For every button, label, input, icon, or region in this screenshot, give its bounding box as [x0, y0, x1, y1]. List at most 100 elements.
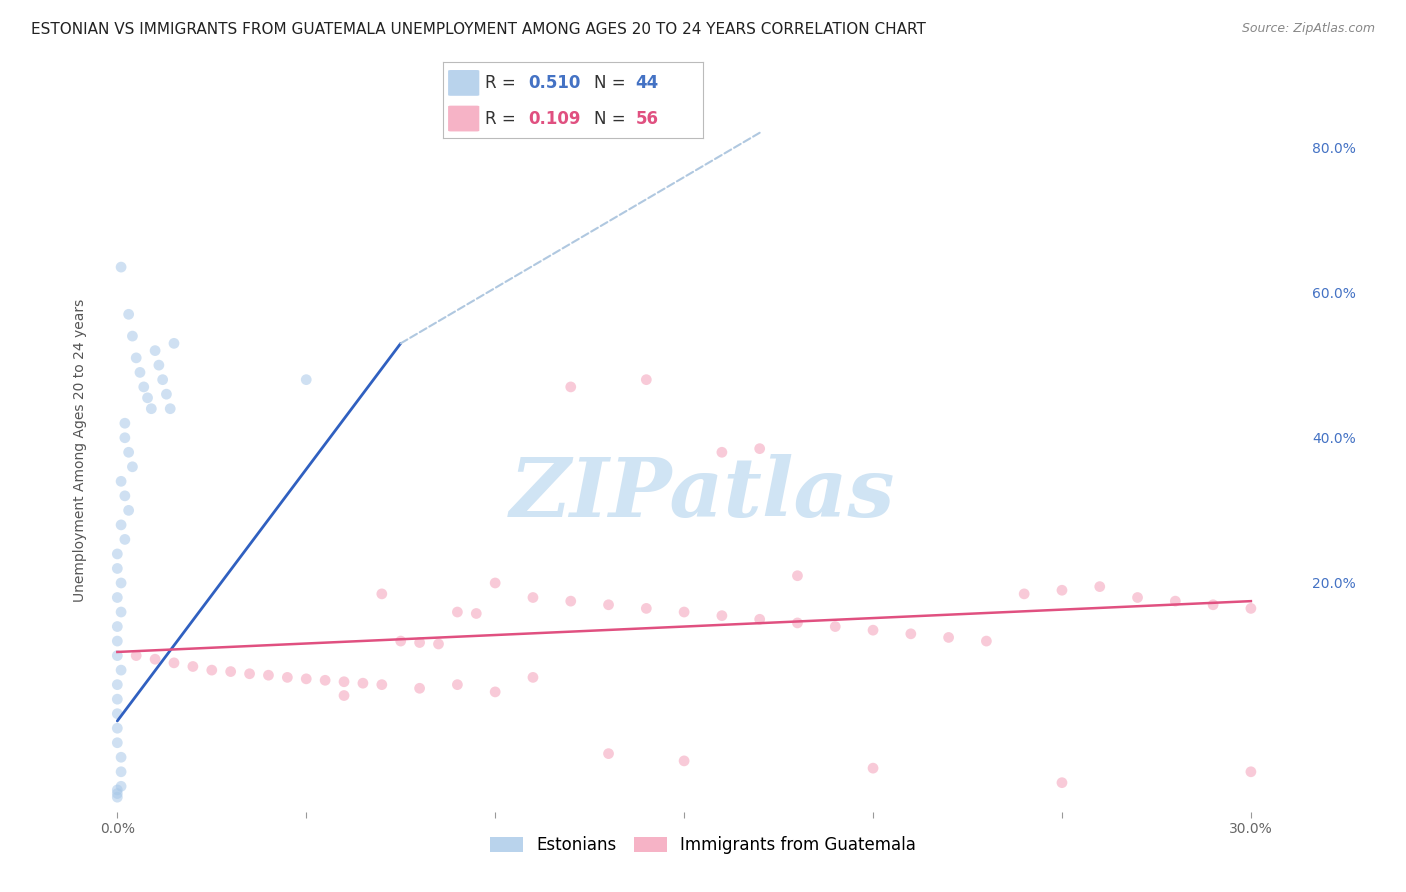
Point	[446, 678, 468, 692]
Text: 0.109: 0.109	[529, 110, 581, 128]
Point	[560, 594, 582, 608]
Point	[155, 387, 177, 401]
Point	[673, 754, 696, 768]
Point	[105, 619, 128, 633]
Point	[110, 517, 132, 532]
Point	[786, 568, 808, 582]
Point	[105, 678, 128, 692]
Point	[938, 631, 960, 645]
Point	[560, 380, 582, 394]
Point	[110, 780, 132, 794]
Point	[862, 623, 884, 637]
Point	[333, 674, 356, 689]
Point	[105, 634, 128, 648]
Point	[105, 648, 128, 663]
Text: 44: 44	[636, 74, 658, 92]
Point	[295, 373, 318, 387]
Point	[105, 790, 128, 805]
Text: ESTONIAN VS IMMIGRANTS FROM GUATEMALA UNEMPLOYMENT AMONG AGES 20 TO 24 YEARS COR: ESTONIAN VS IMMIGRANTS FROM GUATEMALA UN…	[31, 22, 925, 37]
Point	[748, 442, 770, 456]
Point	[673, 605, 696, 619]
Point	[786, 615, 808, 630]
Text: 56: 56	[636, 110, 658, 128]
Point	[105, 692, 128, 706]
Point	[163, 656, 186, 670]
Text: Source: ZipAtlas.com: Source: ZipAtlas.com	[1241, 22, 1375, 36]
Point	[352, 676, 374, 690]
Point	[105, 561, 128, 575]
Point	[159, 401, 181, 416]
Point	[1050, 583, 1073, 598]
Point	[125, 351, 148, 365]
Point	[1088, 580, 1111, 594]
Point	[333, 689, 356, 703]
Point	[1202, 598, 1225, 612]
Point	[110, 605, 132, 619]
Point	[105, 783, 128, 797]
Point	[114, 431, 136, 445]
Point	[1240, 764, 1263, 779]
Point	[257, 668, 280, 682]
Point	[121, 329, 143, 343]
Point	[295, 672, 318, 686]
Point	[710, 445, 733, 459]
FancyBboxPatch shape	[449, 70, 479, 95]
Point	[408, 635, 430, 649]
Text: R =: R =	[485, 74, 520, 92]
Point	[748, 612, 770, 626]
Text: ZIPatlas: ZIPatlas	[510, 454, 896, 533]
Y-axis label: Unemployment Among Ages 20 to 24 years: Unemployment Among Ages 20 to 24 years	[73, 299, 87, 602]
Point	[143, 343, 166, 358]
Point	[484, 576, 506, 591]
Point	[118, 503, 141, 517]
Text: N =: N =	[593, 110, 631, 128]
Point	[408, 681, 430, 696]
Point	[427, 637, 450, 651]
Point	[1050, 775, 1073, 789]
Point	[110, 576, 132, 591]
Point	[862, 761, 884, 775]
Point	[105, 547, 128, 561]
Point	[276, 670, 298, 684]
Point	[314, 673, 336, 688]
Point	[710, 608, 733, 623]
Point	[522, 591, 544, 605]
Point	[148, 358, 170, 372]
Point	[1126, 591, 1149, 605]
Legend: Estonians, Immigrants from Guatemala: Estonians, Immigrants from Guatemala	[489, 836, 917, 854]
Point	[105, 706, 128, 721]
Point	[389, 634, 412, 648]
Point	[152, 373, 174, 387]
Point	[636, 373, 658, 387]
Point	[1240, 601, 1263, 615]
Point	[110, 750, 132, 764]
Point	[114, 533, 136, 547]
Point	[105, 787, 128, 801]
Point	[522, 670, 544, 684]
Point	[181, 659, 204, 673]
Point	[900, 627, 922, 641]
Point	[446, 605, 468, 619]
Point	[598, 747, 620, 761]
Text: 0.510: 0.510	[529, 74, 581, 92]
Point	[105, 591, 128, 605]
Point	[163, 336, 186, 351]
Text: N =: N =	[593, 74, 631, 92]
Point	[141, 401, 163, 416]
Point	[121, 459, 143, 474]
Point	[636, 601, 658, 615]
Point	[105, 736, 128, 750]
Point	[824, 619, 846, 633]
Text: R =: R =	[485, 110, 520, 128]
Point	[118, 307, 141, 321]
Point	[114, 489, 136, 503]
Point	[1012, 587, 1035, 601]
Point	[110, 475, 132, 489]
Point	[201, 663, 224, 677]
Point	[105, 721, 128, 735]
Point	[110, 764, 132, 779]
Point	[239, 666, 262, 681]
Point	[143, 652, 166, 666]
Point	[371, 678, 394, 692]
Point	[976, 634, 998, 648]
